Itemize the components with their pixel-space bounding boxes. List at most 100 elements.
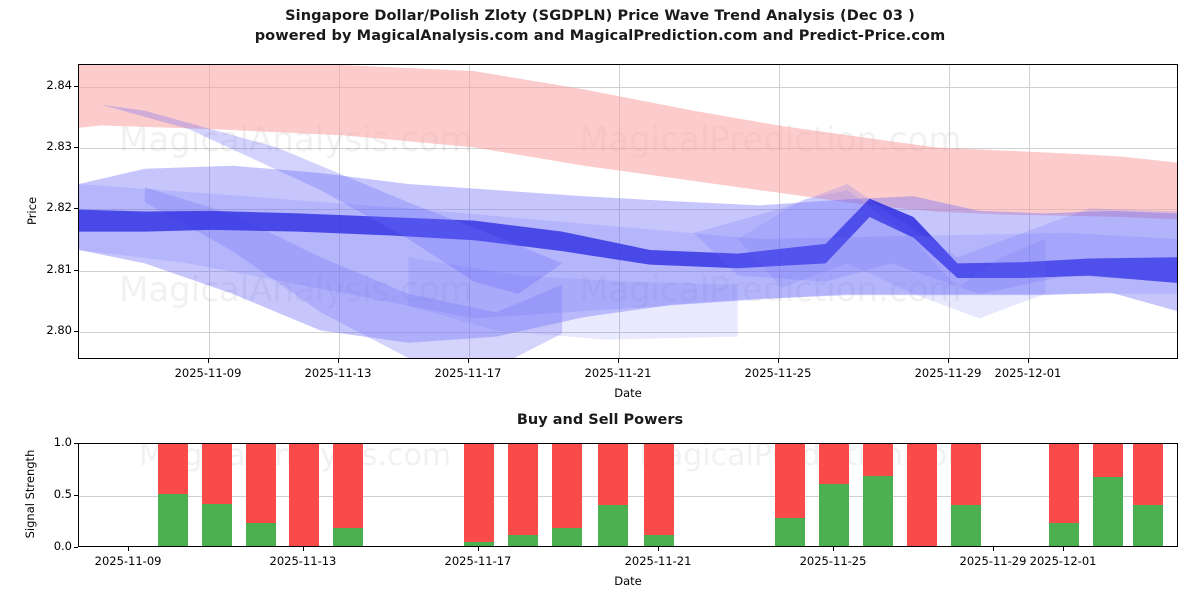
sell-power-segment: [644, 444, 675, 535]
powers-x-tick-mark: [992, 547, 994, 551]
powers-subplot-title: Buy and Sell Powers: [516, 412, 684, 428]
power-bar[interactable]: [1133, 444, 1164, 546]
price-x-tick-mark: [208, 359, 210, 363]
price-x-tick-mark: [617, 359, 619, 363]
grid-line-vertical: [618, 65, 620, 358]
band-texture-layer-3: [737, 190, 1046, 319]
buy-power-segment: [775, 517, 806, 546]
grid-line-vertical: [339, 65, 341, 358]
grid-line-horizontal: [79, 270, 1177, 272]
price-y-tick-mark: [74, 331, 78, 333]
price-x-tick: 2025-11-13: [304, 366, 372, 380]
power-bar[interactable]: [507, 444, 538, 546]
sell-power-segment: [819, 444, 850, 484]
price-y-tick: 2.81: [46, 261, 72, 276]
sell-power-segment: [463, 444, 494, 542]
powers-y-tick-mark: [74, 495, 78, 496]
grid-line-vertical: [779, 65, 781, 358]
price-x-tick-mark: [778, 359, 780, 363]
power-bar[interactable]: [863, 444, 894, 546]
powers-y-tick: 1.0: [53, 435, 72, 449]
power-bar[interactable]: [951, 444, 982, 546]
price-x-tick-mark: [947, 359, 949, 363]
powers-x-tick: 2025-11-09: [94, 554, 162, 568]
power-bar[interactable]: [598, 444, 629, 546]
buy-power-segment: [1093, 477, 1124, 546]
power-bar[interactable]: [907, 444, 938, 546]
buy-power-segment: [551, 528, 582, 546]
sell-power-segment: [598, 444, 629, 506]
powers-x-tick: 2025-12-01: [1029, 554, 1097, 568]
powers-x-tick-mark: [658, 547, 660, 551]
power-bar[interactable]: [644, 444, 675, 546]
price-y-tick-mark: [74, 146, 78, 148]
power-bar[interactable]: [463, 444, 494, 546]
power-bar[interactable]: [332, 444, 363, 546]
buy-power-segment: [1133, 505, 1164, 546]
band-texture-layer-1: [100, 104, 563, 294]
price-x-tick-mark: [1027, 359, 1029, 363]
power-bar[interactable]: [202, 444, 233, 546]
price-band-series: [79, 65, 1177, 358]
powers-x-axis-label: Date: [614, 574, 642, 588]
sell-power-segment: [1133, 444, 1164, 506]
sell-power-segment: [332, 444, 363, 529]
price-x-tick: 2025-11-29: [914, 366, 982, 380]
sell-power-segment: [507, 444, 538, 535]
price-y-tick: 2.80: [46, 323, 72, 338]
title-line-primary: Singapore Dollar/Polish Zloty (SGDPLN) P…: [285, 8, 915, 24]
buy-power-segment: [158, 494, 189, 546]
power-bar[interactable]: [775, 444, 806, 546]
buy-power-segment: [819, 483, 850, 546]
page-title: Singapore Dollar/Polish Zloty (SGDPLN) P…: [0, 6, 1200, 46]
sell-power-segment: [775, 444, 806, 518]
sell-power-segment: [1093, 444, 1124, 478]
powers-x-tick-mark: [1063, 547, 1065, 551]
powers-x-tick-mark: [833, 547, 835, 551]
power-bar[interactable]: [1049, 444, 1080, 546]
powers-y-tick-mark: [74, 443, 78, 444]
buy-power-segment: [507, 534, 538, 546]
sell-power-segment: [863, 444, 894, 477]
price-x-tick-mark: [338, 359, 340, 363]
price-y-tick-mark: [74, 269, 78, 271]
price-y-tick: 2.82: [46, 200, 72, 215]
powers-x-tick-mark: [128, 547, 130, 551]
price-y-tick-mark: [74, 208, 78, 210]
powers-x-tick: 2025-11-17: [444, 554, 512, 568]
sell-power-segment: [907, 444, 938, 546]
grid-line-vertical: [468, 65, 470, 358]
powers-x-tick: 2025-11-13: [269, 554, 337, 568]
powers-y-tick: 0.0: [53, 539, 72, 553]
buy-power-segment: [202, 504, 233, 546]
power-bar[interactable]: [1093, 444, 1124, 546]
powers-x-tick: 2025-11-29: [959, 554, 1027, 568]
sell-power-segment: [1049, 444, 1080, 524]
sell-power-segment: [246, 444, 277, 524]
price-y-axis-label: Price: [25, 196, 39, 225]
grid-line-horizontal: [79, 332, 1177, 334]
power-bar[interactable]: [158, 444, 189, 546]
powers-x-tick: 2025-11-25: [799, 554, 867, 568]
powers-y-axis-label: Signal Strength: [23, 449, 37, 539]
power-bar[interactable]: [551, 444, 582, 546]
price-y-tick-mark: [74, 85, 78, 87]
title-line-secondary: powered by MagicalAnalysis.com and Magic…: [254, 28, 946, 44]
band-resistance-band-upper: [79, 65, 1177, 220]
buy-power-segment: [951, 505, 982, 546]
powers-x-tick: 2025-11-21: [624, 554, 692, 568]
power-bar[interactable]: [819, 444, 850, 546]
buy-power-segment: [644, 534, 675, 546]
power-bar[interactable]: [246, 444, 277, 546]
price-wave-plot-area: MagicalAnalysis.comMagicalPrediction.com…: [78, 64, 1178, 359]
sell-power-segment: [288, 444, 319, 546]
sell-power-segment: [551, 444, 582, 529]
powers-y-tick-mark: [74, 547, 78, 548]
powers-x-tick-mark: [477, 547, 479, 551]
buy-power-segment: [598, 505, 629, 546]
power-bar[interactable]: [288, 444, 319, 546]
grid-line-horizontal: [79, 209, 1177, 211]
sell-power-segment: [158, 444, 189, 494]
